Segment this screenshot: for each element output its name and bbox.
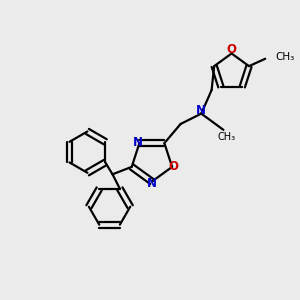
Text: N: N (133, 136, 143, 149)
Text: O: O (169, 160, 178, 173)
Text: CH₃: CH₃ (217, 132, 236, 142)
Text: CH₃: CH₃ (276, 52, 295, 62)
Text: N: N (196, 103, 206, 117)
Text: N: N (147, 177, 157, 190)
Text: O: O (226, 43, 237, 56)
